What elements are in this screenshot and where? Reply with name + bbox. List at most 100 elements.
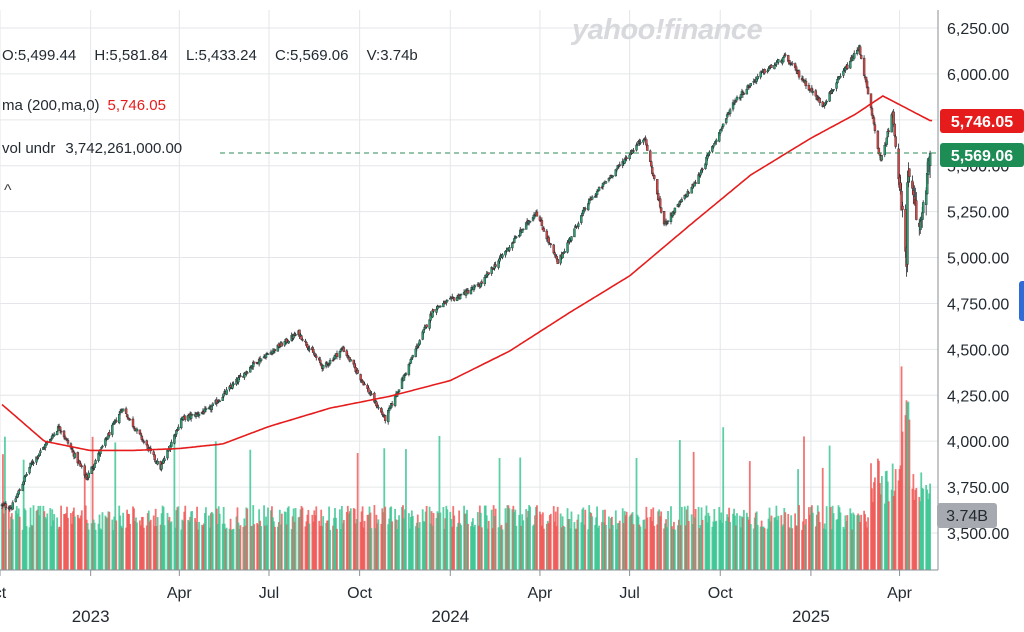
volume-bar bbox=[697, 506, 700, 570]
volume-bar bbox=[449, 511, 452, 570]
volume-bar bbox=[508, 508, 511, 570]
volume-bar bbox=[457, 522, 460, 570]
volume-bar bbox=[477, 525, 480, 570]
candle-body bbox=[494, 264, 497, 267]
volume-bar bbox=[720, 512, 723, 570]
volume-bar bbox=[742, 509, 745, 570]
volume-bar bbox=[127, 513, 129, 570]
volume-bar bbox=[519, 457, 522, 570]
volume-bar bbox=[78, 518, 81, 570]
candle-body bbox=[177, 426, 180, 431]
volume-bar bbox=[556, 506, 559, 570]
candle-body bbox=[831, 90, 834, 93]
volume-bar bbox=[885, 470, 888, 570]
candle-body bbox=[156, 460, 159, 465]
candle-body bbox=[597, 187, 601, 191]
volume-bar bbox=[741, 516, 743, 570]
volume-bar bbox=[217, 506, 220, 570]
volume-bar bbox=[105, 517, 108, 570]
candle-body bbox=[55, 431, 59, 436]
volume-bar bbox=[645, 506, 648, 570]
volume-bar bbox=[711, 526, 714, 570]
candle-body bbox=[58, 426, 62, 431]
volume-bar bbox=[318, 520, 321, 570]
volume-bar bbox=[235, 516, 238, 570]
candle-body bbox=[636, 144, 639, 146]
candle-body bbox=[301, 339, 304, 341]
volume-bar bbox=[93, 522, 96, 570]
volume-bar bbox=[485, 515, 488, 570]
volume-bar bbox=[279, 524, 282, 570]
x-tick-label: Apr bbox=[167, 585, 193, 602]
volume-bar bbox=[699, 525, 702, 570]
candle-body bbox=[880, 155, 884, 161]
volume-bar bbox=[225, 527, 228, 570]
volume-bar bbox=[921, 488, 924, 570]
candle-body bbox=[410, 358, 414, 361]
volume-bar bbox=[443, 528, 446, 570]
volume-bar bbox=[444, 518, 447, 570]
ma-label: ma (200,ma,0) bbox=[2, 97, 100, 114]
candle-body bbox=[39, 450, 42, 453]
volume-bar bbox=[483, 505, 486, 570]
volume-bar bbox=[170, 521, 173, 570]
volume-bar bbox=[795, 525, 798, 570]
candle-body bbox=[508, 247, 511, 251]
chevron-up-icon[interactable]: ^ bbox=[4, 182, 12, 199]
candle-body bbox=[211, 403, 215, 406]
volume-bar bbox=[706, 522, 709, 570]
candle-body bbox=[922, 202, 925, 214]
volume-bar bbox=[32, 505, 35, 570]
ma-legend[interactable]: ma (200,ma,0) 5,746.05 bbox=[2, 97, 166, 114]
volume-bar bbox=[866, 527, 868, 570]
volume-value: V:3.74b bbox=[366, 47, 418, 64]
volume-bar bbox=[635, 457, 638, 570]
volume-bar bbox=[906, 402, 909, 570]
volume-bar bbox=[250, 526, 253, 570]
candle-body bbox=[442, 303, 445, 308]
candle-body bbox=[473, 285, 477, 288]
candle-body bbox=[422, 329, 425, 333]
candle-body bbox=[618, 164, 621, 166]
volume-bar bbox=[646, 517, 649, 570]
side-panel-tab[interactable] bbox=[1019, 281, 1024, 321]
volume-bar bbox=[894, 469, 897, 570]
volume-bar bbox=[636, 514, 639, 570]
volume-bar bbox=[790, 515, 793, 570]
volume-bar bbox=[113, 516, 116, 570]
volume-bar bbox=[843, 529, 846, 570]
volume-bar bbox=[617, 522, 620, 570]
volume-bar bbox=[802, 521, 804, 570]
volume-bar bbox=[300, 506, 303, 570]
volume-bar bbox=[811, 512, 814, 570]
candle-body bbox=[846, 64, 849, 69]
volume-bar bbox=[60, 505, 62, 570]
volume-bar bbox=[922, 488, 925, 570]
candle-body bbox=[535, 211, 539, 217]
volume-bar bbox=[597, 527, 599, 570]
candle-body bbox=[381, 411, 384, 415]
volume-bar bbox=[650, 509, 653, 570]
volume-bar bbox=[384, 506, 387, 570]
volume-bar bbox=[72, 507, 75, 570]
volume-bar bbox=[915, 488, 918, 570]
candle-body bbox=[76, 452, 80, 464]
volume-bar bbox=[714, 521, 717, 570]
candle-body bbox=[128, 418, 132, 421]
volume-bar bbox=[1, 508, 3, 570]
volume-bar bbox=[369, 512, 372, 570]
volume-bar bbox=[177, 506, 180, 570]
volume-bar bbox=[849, 508, 852, 570]
volume-bar bbox=[315, 506, 318, 570]
volume-legend[interactable]: vol undr 3,742,261,000.00 bbox=[2, 140, 182, 157]
candle-body bbox=[590, 196, 594, 200]
volume-bar bbox=[749, 524, 752, 570]
candle-body bbox=[928, 152, 932, 167]
volume-bar bbox=[893, 490, 896, 570]
volume-bar bbox=[459, 523, 462, 570]
volume-bar bbox=[794, 513, 797, 570]
volume-bar bbox=[446, 509, 449, 570]
candle-body bbox=[319, 359, 322, 364]
volume-bar bbox=[865, 521, 867, 570]
